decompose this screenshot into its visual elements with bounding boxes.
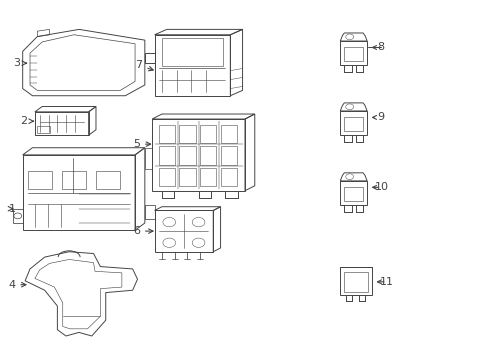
- Text: 8: 8: [377, 42, 384, 53]
- Text: 7: 7: [135, 60, 153, 71]
- Text: 9: 9: [377, 112, 384, 122]
- Text: 11: 11: [380, 277, 394, 287]
- Text: 10: 10: [375, 183, 389, 192]
- Text: 6: 6: [133, 226, 153, 236]
- Text: 3: 3: [13, 58, 26, 68]
- Text: 1: 1: [8, 204, 15, 214]
- Text: 4: 4: [8, 280, 26, 290]
- Text: 2: 2: [21, 116, 33, 126]
- Text: 5: 5: [133, 139, 150, 149]
